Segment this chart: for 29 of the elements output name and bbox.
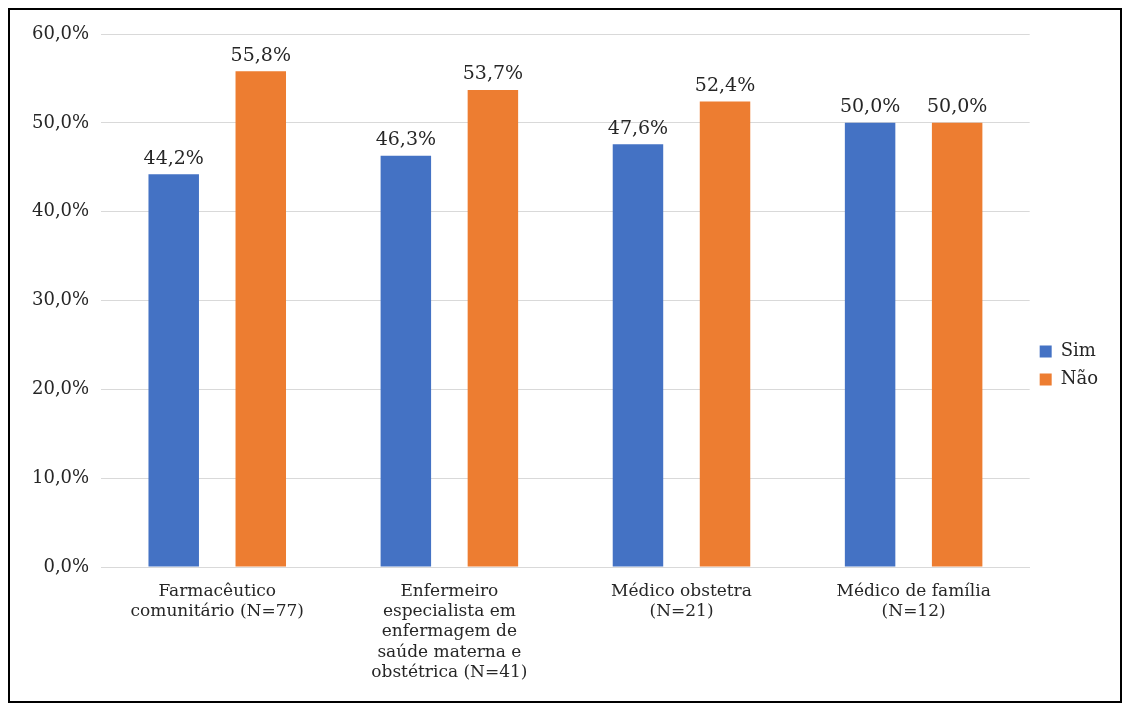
y-tick-label: 10,0% [31, 465, 90, 487]
data-label: 46,3% [375, 127, 437, 150]
y-tick-label: 40,0% [31, 199, 90, 221]
data-label: 47,6% [607, 115, 669, 138]
y-tick-label: 30,0% [31, 288, 90, 310]
legend-label: Não [1060, 367, 1099, 389]
bar [467, 89, 519, 567]
legend-label: Sim [1060, 339, 1096, 361]
data-label: 50,0% [926, 94, 988, 117]
data-label: 50,0% [839, 94, 901, 117]
x-tick-label: Enfermeiro especialista em enfermagem de saúde materna e obstétrica (N=41) [371, 579, 528, 682]
data-label: 55,8% [230, 42, 291, 65]
x-tick-label: Farmacêutico comunitário (N=77) [130, 579, 304, 621]
x-tick-label: Médico de família (N=12) [836, 579, 991, 621]
bar [235, 71, 287, 567]
bar [380, 155, 432, 567]
bar [148, 174, 199, 567]
y-tick-label: 0,0% [43, 554, 90, 576]
data-label: 44,2% [143, 145, 204, 168]
data-label: 53,7% [462, 61, 524, 84]
bar [612, 144, 664, 567]
x-tick-label: Médico obstetra (N=21) [611, 579, 752, 621]
bar [699, 101, 751, 567]
y-tick-label: 60,0% [31, 21, 90, 43]
bar [844, 122, 896, 567]
data-label: 52,4% [694, 72, 756, 95]
y-tick-label: 20,0% [31, 377, 90, 399]
bar [931, 122, 983, 567]
y-tick-label: 50,0% [31, 110, 90, 132]
